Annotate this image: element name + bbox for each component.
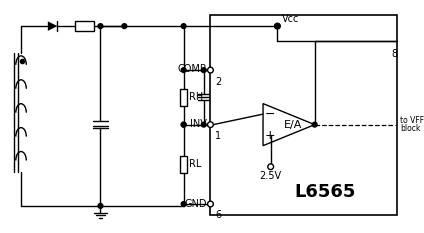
Circle shape [181,122,186,127]
Circle shape [98,204,103,208]
Text: L6565: L6565 [295,183,356,201]
Text: COMP: COMP [178,64,206,74]
Text: +: + [265,129,275,142]
Circle shape [181,122,186,127]
Text: GND: GND [184,199,206,209]
Circle shape [181,24,186,28]
Text: 6: 6 [215,210,221,220]
Text: block: block [400,124,420,133]
Circle shape [181,202,186,206]
Text: INV: INV [190,119,206,129]
Circle shape [275,24,280,28]
Text: −: − [265,108,275,121]
Text: Vcc: Vcc [282,14,299,24]
Bar [180,89,187,106]
Circle shape [122,24,127,28]
Text: 2: 2 [215,77,221,87]
Text: 8: 8 [391,49,397,59]
Circle shape [98,24,103,28]
Polygon shape [48,21,57,31]
Text: 2.5V: 2.5V [259,171,282,182]
Text: RH: RH [190,92,204,102]
Circle shape [208,122,213,127]
Text: E/A: E/A [284,120,302,130]
Circle shape [201,68,206,72]
Bar [75,21,94,31]
Circle shape [201,122,206,127]
Circle shape [268,164,273,170]
Circle shape [208,201,213,207]
Text: to VFF: to VFF [400,116,424,125]
Circle shape [208,67,213,73]
Text: 1: 1 [215,131,221,141]
Circle shape [312,122,317,127]
Circle shape [274,23,280,29]
Bar [210,15,397,216]
Circle shape [181,68,186,72]
Bar [180,156,187,173]
Text: RL: RL [190,159,202,169]
